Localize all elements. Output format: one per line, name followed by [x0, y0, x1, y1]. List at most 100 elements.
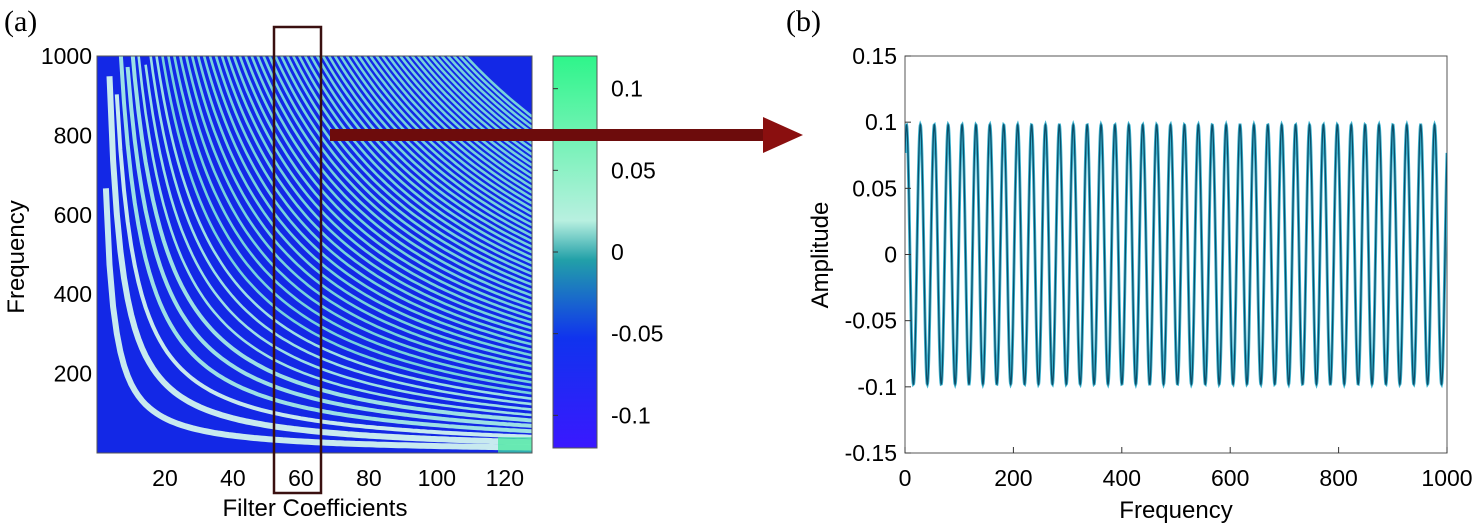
heatmap-band — [250, 56, 532, 314]
heatmap-y-tick-label: 800 — [54, 122, 92, 148]
line-y-tick-label: -0.15 — [845, 440, 897, 466]
heatmap-band — [357, 56, 532, 216]
heatmap-band — [184, 56, 532, 373]
heatmap-band — [392, 56, 532, 183]
heatmap-band — [363, 56, 532, 210]
heatmap-band — [125, 66, 532, 428]
heatmap-band — [309, 56, 532, 259]
colorbar-tick-label: -0.1 — [611, 402, 651, 428]
heatmap-bands — [102, 56, 532, 451]
heatmap-band — [149, 56, 532, 406]
heatmap-y-tick-label: 1000 — [41, 43, 92, 69]
line-panel: 0 200 400 600 800 1000 0.15 0.1 0.05 0 -0.05 -0.1 -… — [807, 43, 1473, 524]
colorbar-gradient — [552, 55, 598, 449]
heatmap-band — [440, 56, 532, 140]
colorbar-tick-label: 0.1 — [611, 76, 643, 102]
heatmap-band — [238, 56, 532, 324]
series-line — [905, 122, 1447, 387]
heatmap-band — [368, 56, 532, 205]
heatmap-band — [196, 56, 532, 362]
heatmap-band — [268, 56, 532, 297]
panel-label-a: (a) — [4, 5, 37, 38]
heatmap-band — [130, 56, 532, 423]
line-y-axis-label: Amplitude — [807, 202, 834, 309]
heatmap-band — [161, 56, 532, 395]
heatmap-band — [345, 56, 532, 227]
heatmap-x-tick-label: 100 — [418, 465, 456, 491]
line-y-tick-label: 0 — [884, 242, 897, 268]
heatmap-panel: 20 40 60 80 100 120 200 400 600 800 1000 Filter C… — [3, 25, 533, 522]
heatmap-band — [410, 56, 532, 167]
line-x-tick-label: 600 — [1211, 465, 1249, 491]
heatmap-band — [404, 56, 532, 172]
colorbar: 0.1 0.05 0 -0.05 -0.1 — [552, 55, 663, 449]
line-y-tick-label: 0.05 — [852, 175, 897, 201]
heatmap-band — [262, 56, 532, 303]
line-x-tick-label: 0 — [899, 465, 912, 491]
heatmap-y-tick-label: 600 — [54, 202, 92, 228]
colorbar-tick-label: 0.05 — [611, 157, 656, 183]
heatmap-corner-glow — [498, 437, 532, 453]
heatmap-band — [214, 56, 532, 346]
heatmap-band — [458, 56, 532, 123]
heatmap-x-tick-label: 80 — [356, 465, 382, 491]
heatmap-band — [297, 56, 532, 270]
heatmap-x-ticks: 20 40 60 80 100 120 — [152, 465, 524, 491]
heatmap-band — [279, 56, 532, 286]
heatmap-band — [327, 56, 532, 243]
heatmap-band — [333, 56, 532, 238]
heatmap-field — [97, 56, 532, 453]
heatmap-band — [155, 56, 532, 400]
heatmap-band — [137, 56, 532, 417]
colorbar-tick-label: -0.05 — [611, 321, 663, 347]
line-plot-frame — [904, 55, 1448, 454]
heatmap-y-ticks: 200 400 600 800 1000 — [41, 43, 92, 387]
heatmap-band — [273, 56, 532, 292]
line-x-ticks: 0 200 400 600 800 1000 — [899, 447, 1473, 491]
colorbar-ticks: 0.1 0.05 0 -0.05 -0.1 — [553, 76, 663, 428]
heatmap-band — [291, 56, 532, 276]
heatmap-y-axis-label: Frequency — [3, 200, 30, 313]
heatmap-band — [315, 56, 532, 254]
heatmap-band — [416, 56, 532, 161]
heatmap-band — [190, 56, 532, 368]
heatmap-band — [244, 56, 532, 319]
heatmap-band — [398, 56, 532, 178]
heatmap-x-tick-label: 40 — [220, 465, 246, 491]
line-x-axis-label: Frequency — [1119, 497, 1232, 524]
line-y-tick-label: 0.1 — [865, 109, 897, 135]
line-x-tick-label: 200 — [994, 465, 1032, 491]
heatmap-x-tick-label: 20 — [152, 465, 178, 491]
heatmap-frame — [96, 55, 533, 454]
heatmap-x-tick-label: 60 — [288, 465, 314, 491]
heatmap-band — [446, 56, 532, 134]
heatmap-band — [202, 56, 532, 357]
heatmap-band — [303, 56, 532, 265]
heatmap-x-tick-label: 120 — [486, 465, 524, 491]
line-x-tick-label: 1000 — [1421, 465, 1472, 491]
heatmap-y-tick-label: 400 — [54, 281, 92, 307]
line-x-tick-label: 800 — [1319, 465, 1357, 491]
line-y-tick-label: -0.1 — [857, 374, 897, 400]
heatmap-band — [452, 56, 532, 129]
heatmap-y-tick-label: 200 — [54, 361, 92, 387]
heatmap-band — [232, 56, 532, 330]
line-y-ticks: 0.15 0.1 0.05 0 -0.05 -0.1 -0.15 — [845, 43, 911, 466]
panel-label-b: (b) — [786, 5, 821, 38]
line-x-tick-label: 400 — [1103, 465, 1141, 491]
heatmap-band — [256, 56, 532, 308]
heatmap-band — [144, 64, 532, 411]
line-y-tick-label: 0.15 — [852, 43, 897, 69]
heatmap-band — [118, 56, 532, 434]
heatmap-band — [321, 56, 532, 248]
heatmap-band — [178, 56, 532, 379]
heatmap-band — [102, 188, 532, 451]
colorbar-tick-label: 0 — [611, 239, 624, 265]
heatmap-band — [167, 56, 532, 390]
heatmap-band — [351, 56, 532, 221]
highlight-column-box — [272, 25, 323, 495]
heatmap-band — [114, 94, 532, 439]
arrow-shaft — [330, 129, 770, 141]
heatmap-x-axis-label: Filter Coefficients — [223, 495, 408, 522]
